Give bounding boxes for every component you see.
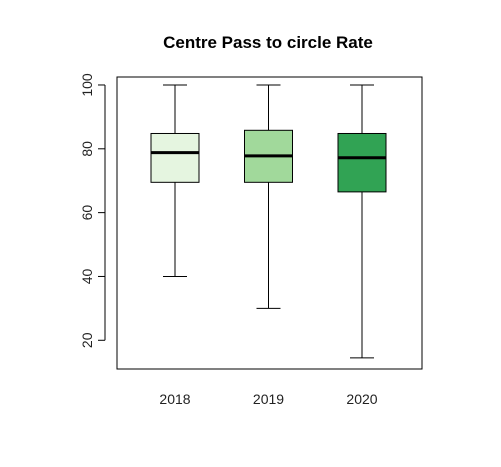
chart-title: Centre Pass to circle Rate	[163, 33, 373, 52]
y-tick-label: 80	[79, 141, 95, 157]
iqr-box	[150, 132, 200, 183]
y-axis: 20 40 60 80 100	[79, 73, 106, 348]
box-series	[150, 84, 387, 359]
x-axis: 2018 2019 2020	[159, 391, 377, 407]
x-tick-label: 2019	[253, 391, 284, 407]
y-tick-label: 40	[79, 268, 95, 284]
box-2019	[244, 84, 293, 309]
y-tick-label: 100	[79, 73, 95, 97]
box-2020	[337, 84, 387, 359]
y-tick-label: 20	[79, 332, 95, 348]
iqr-box	[337, 132, 387, 193]
box-2018	[150, 84, 200, 277]
x-tick-label: 2018	[159, 391, 190, 407]
plot-frame	[116, 76, 423, 370]
x-tick-label: 2020	[346, 391, 377, 407]
y-tick-label: 60	[79, 205, 95, 221]
